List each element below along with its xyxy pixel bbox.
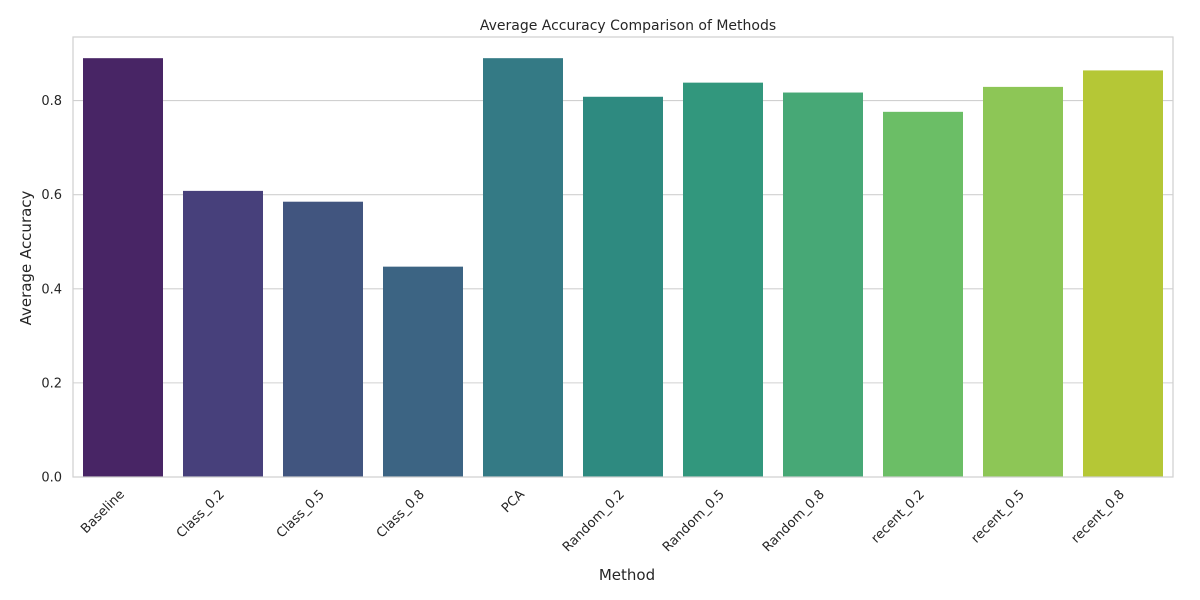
- y-ticks: 0.0 0.2 0.4 0.6 0.8: [41, 94, 62, 485]
- x-axis-label: Method: [599, 566, 655, 584]
- bar-pca: [483, 58, 563, 477]
- bar-recent-0-2: [883, 111, 963, 477]
- x-tick-label: Random_0.5: [660, 487, 728, 555]
- bar-random-0-8: [783, 92, 863, 477]
- chart-title: Average Accuracy Comparison of Methods: [480, 18, 776, 34]
- bar-recent-0-8: [1083, 70, 1163, 477]
- x-tick-label: Class_0.8: [374, 487, 428, 541]
- y-tick-label: 0.6: [41, 188, 62, 203]
- x-tick-label: Baseline: [78, 487, 128, 537]
- bar-recent-0-5: [983, 86, 1063, 477]
- bar-class-0-2: [183, 190, 263, 477]
- plot-border: [72, 36, 1174, 478]
- bar-class-0-8: [383, 266, 463, 477]
- x-tick-label: Random_0.2: [560, 487, 628, 555]
- y-tick-label: 0.2: [41, 376, 62, 391]
- x-ticks: Baseline Class_0.2 Class_0.5 Class_0.8 PCA Ra…: [78, 487, 1128, 555]
- bar-random-0-2: [583, 96, 663, 477]
- bar-random-0-5: [683, 82, 763, 477]
- x-tick-label: recent_0.5: [969, 487, 1028, 546]
- x-tick-label: Class_0.2: [174, 487, 228, 541]
- y-tick-label: 0.4: [41, 282, 62, 297]
- x-tick-label: recent_0.2: [869, 487, 928, 546]
- x-tick-label: PCA: [499, 487, 528, 516]
- x-tick-label: Random_0.8: [760, 487, 828, 555]
- y-axis-label: Average Accuracy: [17, 190, 35, 325]
- bars: [83, 58, 1163, 478]
- x-tick-label: recent_0.8: [1069, 487, 1128, 546]
- x-tick-label: Class_0.5: [274, 487, 328, 541]
- bar-baseline: [83, 58, 163, 477]
- y-tick-label: 0.8: [41, 94, 62, 109]
- bar-class-0-5: [283, 201, 363, 478]
- y-tick-label: 0.0: [41, 471, 62, 486]
